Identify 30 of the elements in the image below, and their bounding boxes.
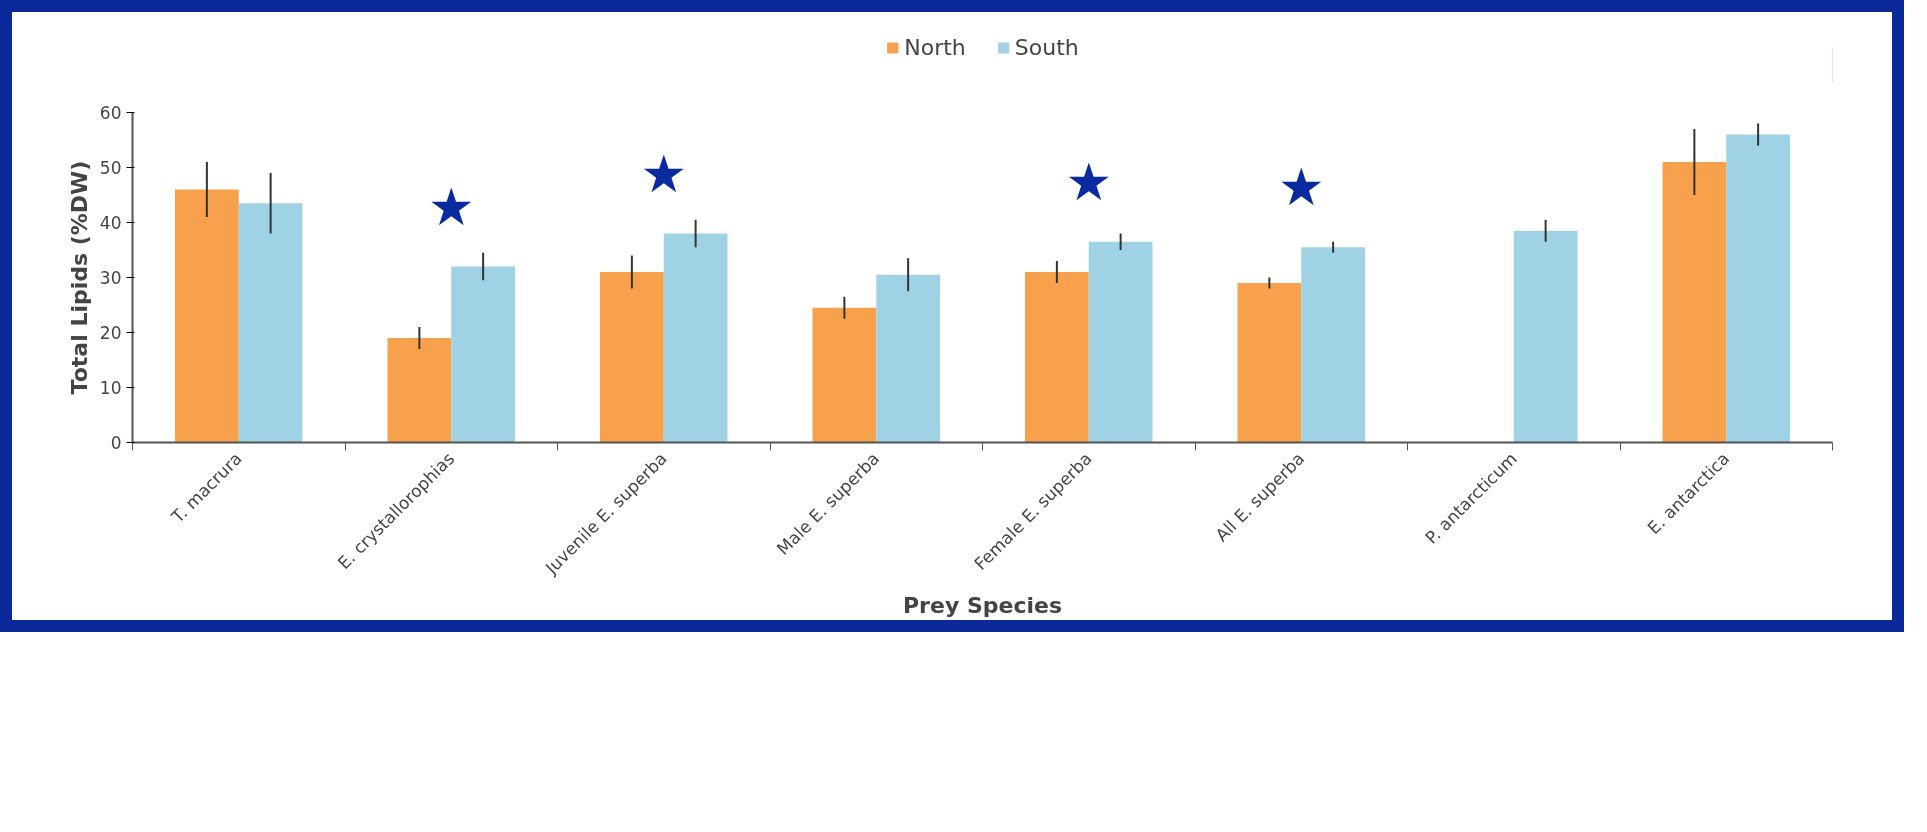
- annotation: ★: [1277, 157, 1325, 218]
- bar: [812, 307, 877, 443]
- bar: [600, 272, 664, 443]
- y-tick-label: 20: [99, 323, 122, 343]
- annotation: ★: [1065, 151, 1113, 212]
- bar: [1237, 283, 1302, 443]
- bar: [1088, 241, 1153, 443]
- bar: [175, 189, 239, 443]
- bar: [663, 233, 728, 443]
- y-tick-label: 30: [99, 268, 122, 288]
- y-tick-label: 60: [99, 103, 122, 123]
- bar: [387, 338, 452, 443]
- bar: [1513, 230, 1578, 443]
- annotation: ★: [640, 143, 688, 204]
- y-tick-label: 40: [99, 213, 122, 233]
- y-axis-title: Total Lipids (%DW): [66, 160, 92, 395]
- y-tick-label: 0: [110, 433, 122, 453]
- x-axis-title: Prey Species: [903, 592, 1063, 618]
- bar: [238, 203, 303, 443]
- y-tick-label: 10: [99, 378, 122, 398]
- bar: [1726, 134, 1790, 443]
- bar: [1301, 247, 1365, 443]
- legend-label: South: [1014, 34, 1079, 60]
- bar: [1662, 162, 1727, 443]
- y-tick-label: 50: [99, 158, 122, 178]
- bar: [451, 266, 515, 443]
- bar: [1025, 272, 1089, 443]
- legend-label: North: [904, 34, 966, 60]
- bar: [876, 274, 940, 443]
- annotation: ★: [427, 176, 475, 237]
